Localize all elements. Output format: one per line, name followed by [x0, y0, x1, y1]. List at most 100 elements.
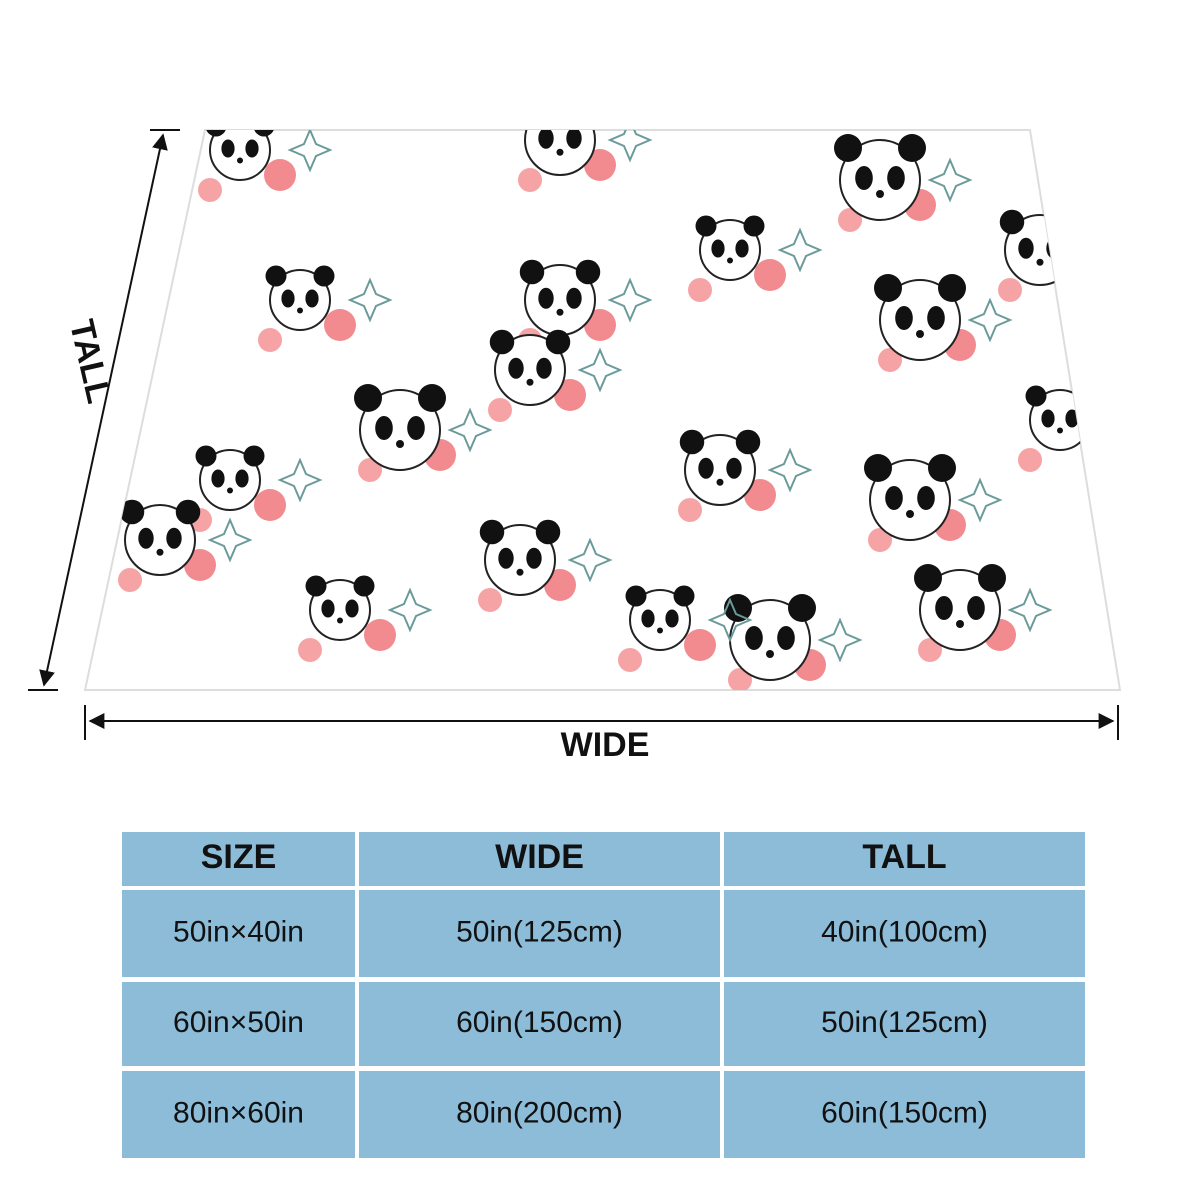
panda-eye: [526, 547, 542, 569]
panda-nose: [1057, 427, 1063, 434]
pink-dot: [324, 309, 356, 341]
panda-ear: [1073, 385, 1095, 407]
sparkle: [817, 617, 863, 663]
panda-head: [494, 334, 566, 406]
panda-ear: [864, 454, 892, 482]
pink-dot: [868, 528, 892, 552]
panda-eye: [498, 547, 514, 569]
panda-eye: [887, 166, 905, 190]
panda-ear: [576, 100, 601, 125]
panda-ear: [625, 585, 647, 607]
sparkle: [567, 537, 613, 583]
panda-ear: [999, 209, 1025, 235]
panda-eye: [566, 287, 582, 309]
panda-eye: [698, 457, 714, 479]
table-cell: [359, 890, 720, 977]
panda-head: [684, 434, 756, 506]
sparkle: [707, 597, 753, 643]
panda-eye: [138, 527, 154, 549]
sparkle: [957, 477, 1003, 523]
panda-nose: [916, 330, 924, 338]
panda-ear: [313, 265, 335, 287]
header-text: TALL: [862, 838, 946, 876]
panda-ear: [735, 429, 761, 455]
pink-dot: [488, 398, 512, 422]
panda-eye: [407, 416, 425, 440]
pink-dot: [684, 629, 716, 661]
panda-nose: [956, 620, 964, 628]
table-cell: [724, 890, 1085, 977]
panda-eye: [641, 609, 655, 628]
panda-nose: [876, 190, 884, 198]
panda-nose: [396, 440, 404, 448]
panda-ear: [205, 130, 227, 137]
panda-eye: [1041, 409, 1055, 428]
panda-ear: [418, 384, 446, 412]
sparkle: [277, 457, 323, 503]
panda-eye: [967, 596, 985, 620]
header-cell: [122, 832, 355, 886]
cell-text: 60in(150cm): [821, 1096, 988, 1129]
panda-eye: [536, 357, 552, 379]
panda-eye: [375, 416, 393, 440]
panda-ear: [195, 445, 217, 467]
table-cell: [122, 1071, 355, 1158]
panda-eye: [538, 130, 554, 149]
panda-ear: [519, 259, 545, 285]
panda-head: [879, 279, 961, 361]
pink-dot: [1084, 429, 1116, 461]
tall-arrow: [39, 133, 168, 687]
panda-ear: [695, 215, 717, 237]
panda-nose: [766, 650, 774, 658]
panda-ear: [743, 215, 765, 237]
panda-head: [524, 130, 596, 176]
header-text: WIDE: [495, 838, 584, 876]
panda-eye: [735, 239, 749, 258]
panda-eye: [917, 486, 935, 510]
cell-text: 60in(150cm): [456, 1006, 623, 1039]
pink-dot: [618, 648, 642, 672]
panda-nose: [297, 307, 303, 314]
panda-eye: [245, 139, 259, 158]
sparkle: [927, 157, 973, 203]
panda-ear: [938, 274, 966, 302]
tall-label: TALL: [62, 316, 118, 407]
panda-eye: [345, 599, 359, 618]
panda-ear: [520, 100, 545, 125]
panda-head: [699, 219, 761, 281]
pink-dot: [688, 278, 712, 302]
pink-dot: [744, 479, 776, 511]
panda-eye: [927, 306, 945, 330]
panda-eye: [221, 139, 235, 158]
header-cell: [724, 832, 1085, 886]
panda-ear: [253, 130, 275, 137]
panda-ear: [788, 594, 816, 622]
panda-head: [309, 579, 371, 641]
panda-ear: [479, 519, 505, 545]
panda-ear: [724, 594, 752, 622]
panda-ear: [575, 259, 601, 285]
table-cell: [724, 1071, 1085, 1158]
sparkle: [767, 447, 813, 493]
sparkle: [207, 517, 253, 563]
panda-ear: [1025, 385, 1047, 407]
header-cell: [359, 832, 720, 886]
panda-eye: [166, 527, 182, 549]
panda-ear: [119, 499, 145, 525]
panda-ear: [679, 429, 705, 455]
panda-eye: [855, 166, 873, 190]
pink-dot: [728, 668, 752, 690]
panda-nose: [526, 378, 534, 386]
panda-eye: [508, 357, 524, 379]
panda-eye: [538, 287, 554, 309]
panda-ear: [175, 499, 201, 525]
panda-eye: [1065, 409, 1079, 428]
panda-eye: [726, 457, 742, 479]
panda-ear: [834, 134, 862, 162]
panda-nose: [227, 487, 233, 494]
pink-dot: [184, 549, 216, 581]
panda-ear: [535, 519, 561, 545]
pink-dot: [918, 638, 942, 662]
panda-ear: [874, 274, 902, 302]
